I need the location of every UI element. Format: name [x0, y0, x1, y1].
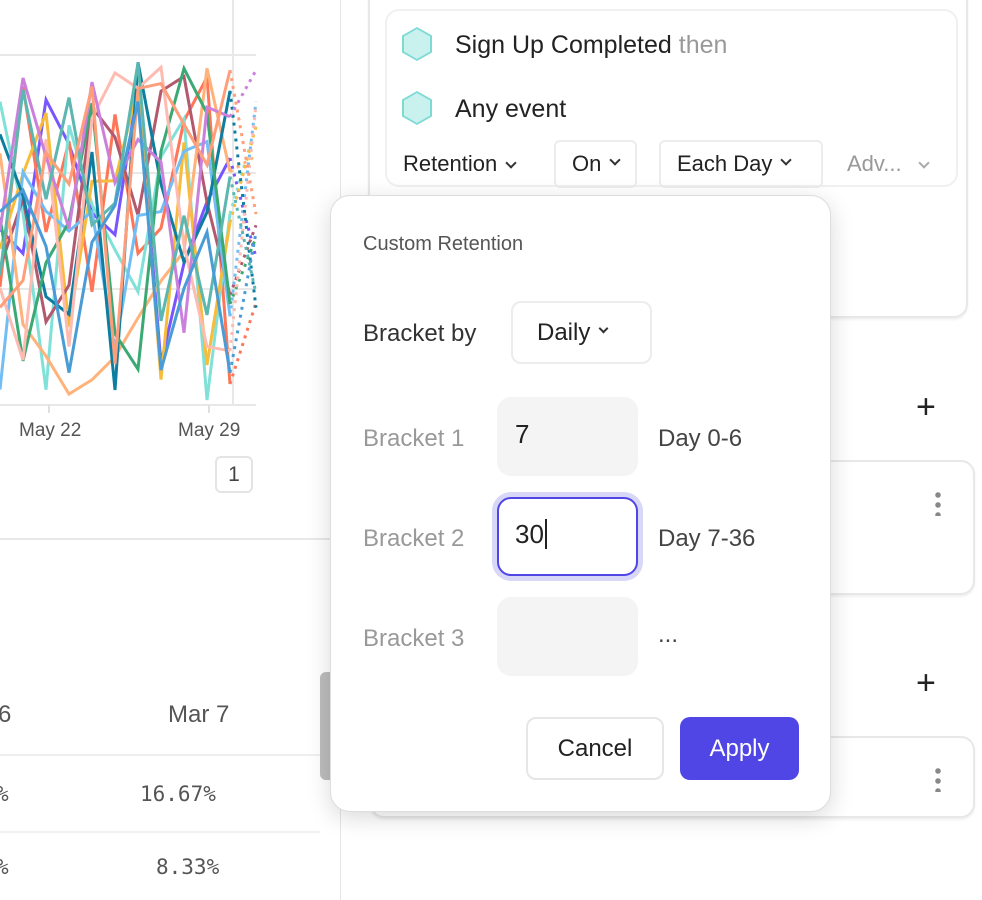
x-axis [0, 404, 256, 406]
bracket-3-label: Bracket 3 [363, 625, 465, 652]
chevron-down-icon [609, 154, 622, 166]
popup-title: Custom Retention [363, 233, 524, 255]
gridline [0, 288, 256, 290]
bracket-1-label: Bracket 1 [363, 425, 465, 452]
table-cell: % [0, 855, 9, 879]
table-cell: % [0, 782, 9, 806]
chevron-down-icon [598, 323, 609, 334]
series-projection [228, 157, 258, 258]
divider [0, 538, 340, 540]
series-projection [228, 104, 258, 352]
series-line [0, 64, 232, 374]
chart-lines [0, 62, 258, 401]
add-icon[interactable]: + [916, 664, 936, 702]
gridline-vertical [232, 0, 234, 406]
chevron-down-icon [780, 154, 793, 166]
series-line [0, 69, 232, 365]
series-projection [229, 154, 257, 173]
bracket-2-input[interactable]: 30 [497, 497, 638, 576]
chevron-down-icon [917, 157, 930, 169]
bracket-3-range: ... [658, 621, 679, 648]
bracket-1-input[interactable]: 7 [497, 397, 638, 476]
event-hex-icon [402, 91, 432, 125]
scrollbar[interactable] [320, 672, 332, 780]
series-line [0, 73, 232, 326]
apply-button[interactable]: Apply [680, 717, 799, 780]
series-line [0, 101, 232, 373]
page-badge[interactable]: 1 [215, 456, 253, 493]
series-line [0, 64, 231, 361]
more-icon[interactable] [935, 490, 941, 516]
gridline [0, 54, 256, 56]
retention-dropdown[interactable]: Retention [403, 151, 517, 177]
x-tick-label: May 29 [178, 420, 241, 441]
series-projection [228, 302, 258, 385]
event-2[interactable]: Any event [455, 95, 567, 123]
retention-chart: May 22 May 29 1 [0, 0, 340, 540]
event-hex-icon [402, 27, 432, 61]
table-header: 6 [0, 701, 12, 728]
bracket-3-input[interactable] [497, 597, 638, 676]
each-day-dropdown[interactable]: Each Day [659, 140, 823, 188]
series-projection [228, 69, 258, 118]
more-icon[interactable] [935, 766, 941, 792]
gridline [0, 172, 256, 174]
bracket-1-range: Day 0-6 [658, 425, 743, 452]
chevron-down-icon [505, 157, 517, 169]
series-line [0, 77, 231, 333]
add-icon[interactable]: + [916, 388, 936, 426]
advanced-dropdown[interactable]: Adv... [847, 151, 930, 177]
table-cell: 8.33% [156, 855, 220, 879]
event-1[interactable]: Sign Up Completed then [455, 31, 728, 59]
table-header: Mar 7 [168, 701, 230, 728]
event-group: Sign Up Completed then Any event Retenti… [385, 9, 958, 188]
cancel-button[interactable]: Cancel [526, 717, 664, 780]
series-projection [228, 69, 258, 215]
on-dropdown[interactable]: On [554, 140, 638, 188]
custom-retention-popup: Custom Retention Bracket by Daily Bracke… [330, 195, 831, 812]
x-tick-label: May 22 [19, 420, 82, 441]
bracket-2-label: Bracket 2 [363, 525, 465, 552]
bracket-2-range: Day 7-36 [658, 525, 756, 552]
bracket-by-dropdown[interactable]: Daily [511, 301, 652, 364]
bracket-by-label: Bracket by [363, 320, 477, 347]
table-cell: 16.67% [140, 782, 216, 806]
series-line [0, 71, 232, 385]
